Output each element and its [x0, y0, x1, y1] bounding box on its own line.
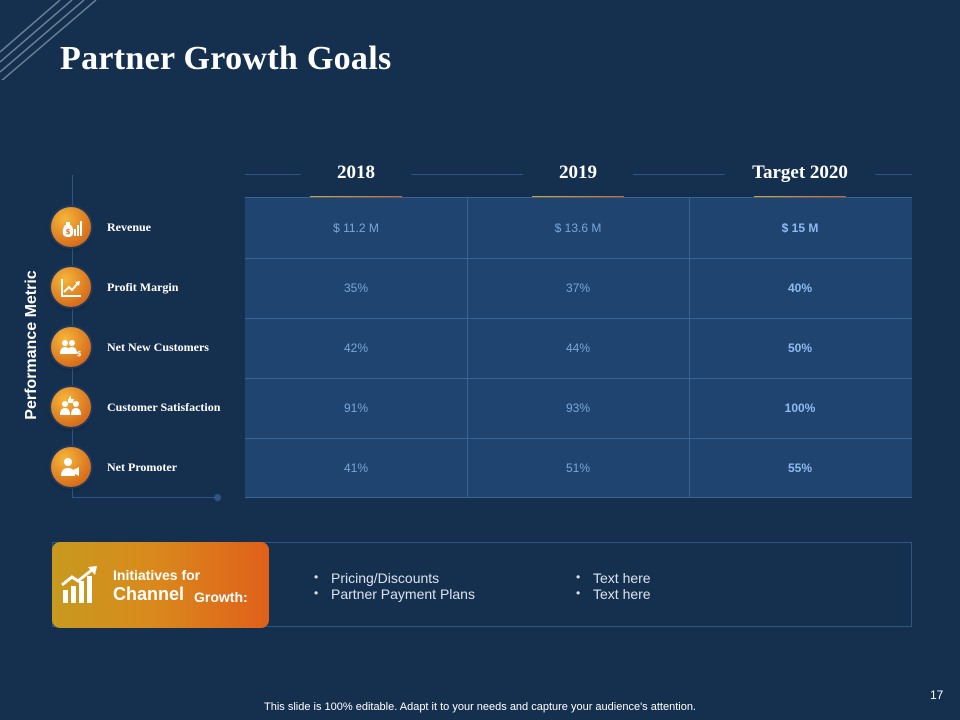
column-header-target-2020: Target 2020: [725, 162, 875, 184]
cell-promoter-2019: 51%: [565, 461, 591, 475]
metric-label-net-promoter: Net Promoter: [107, 460, 178, 474]
table-row-revenue: $ 11.2 M $ 13.6 M $ 15 M: [245, 198, 912, 259]
performance-metric-text: Performance Metric: [23, 270, 40, 420]
column-divider: [467, 198, 468, 497]
initiatives-title-line3: Growth:: [194, 589, 248, 605]
promoter-megaphone-icon: [51, 447, 91, 487]
initiatives-title-line2: Channel: [113, 584, 185, 604]
growth-bar-chart-icon: [61, 566, 97, 603]
money-bag-chart-icon: $: [51, 207, 91, 247]
slide-title: Partner Growth Goals: [60, 40, 392, 77]
initiative-bullet: Pricing/Discounts: [314, 570, 439, 586]
growth-chart-icon: [51, 267, 91, 307]
metric-label-net-new-customers: Net New Customers: [107, 340, 209, 354]
footer-note: This slide is 100% editable. Adapt it to…: [264, 701, 696, 713]
metric-label-revenue: Revenue: [107, 220, 151, 234]
initiative-bullet: Partner Payment Plans: [314, 586, 475, 602]
metric-label-profit-margin: Profit Margin: [107, 280, 179, 294]
initiatives-badge: Initiatives for Channel Growth:: [52, 542, 269, 628]
initiatives-title-line1: Initiatives for: [113, 567, 201, 583]
table-row-net-new-customers: 42% 44% 50%: [245, 318, 912, 379]
cell-customers-2019: 44%: [565, 341, 591, 355]
svg-text:$: $: [66, 228, 71, 236]
thumbs-up-users-icon: [51, 387, 91, 427]
cell-satisfaction-2018: 91%: [343, 401, 369, 415]
table-row-net-promoter: 41% 51% 55%: [245, 438, 912, 498]
column-header-2019: 2019: [523, 162, 633, 184]
cell-revenue-target: $ 15 M: [781, 221, 819, 235]
corner-decoration: [0, 0, 97, 80]
metric-axis-baseline: [72, 497, 218, 498]
table-row-profit-margin: 35% 37% 40%: [245, 258, 912, 319]
svg-text:$: $: [77, 350, 82, 358]
page-number: 17: [930, 688, 944, 702]
cell-satisfaction-target: 100%: [784, 401, 816, 415]
cell-satisfaction-2019: 93%: [565, 401, 591, 415]
cell-revenue-2018: $ 11.2 M: [333, 221, 379, 235]
initiative-bullet: Text here: [576, 570, 650, 586]
initiative-bullet: Text here: [576, 586, 650, 602]
cell-profit-target: 40%: [787, 281, 813, 295]
column-header-2018: 2018: [301, 162, 411, 184]
metric-label-customer-satisfaction: Customer Satisfaction: [107, 400, 221, 414]
cell-promoter-target: 55%: [787, 461, 813, 475]
table-row-customer-satisfaction: 91% 93% 100%: [245, 378, 912, 439]
customers-icon: $: [51, 327, 91, 367]
cell-promoter-2018: 41%: [343, 461, 369, 475]
metric-axis-dot: [214, 494, 221, 501]
cell-profit-2018: 35%: [343, 281, 369, 295]
cell-profit-2019: 37%: [565, 281, 591, 295]
metrics-table: $ 11.2 M $ 13.6 M $ 15 M 35% 37% 40% 42%…: [245, 197, 912, 498]
cell-customers-target: 50%: [787, 341, 813, 355]
cell-revenue-2019: $ 13.6 M: [554, 221, 602, 235]
cell-customers-2018: 42%: [343, 341, 369, 355]
column-divider: [689, 198, 690, 497]
